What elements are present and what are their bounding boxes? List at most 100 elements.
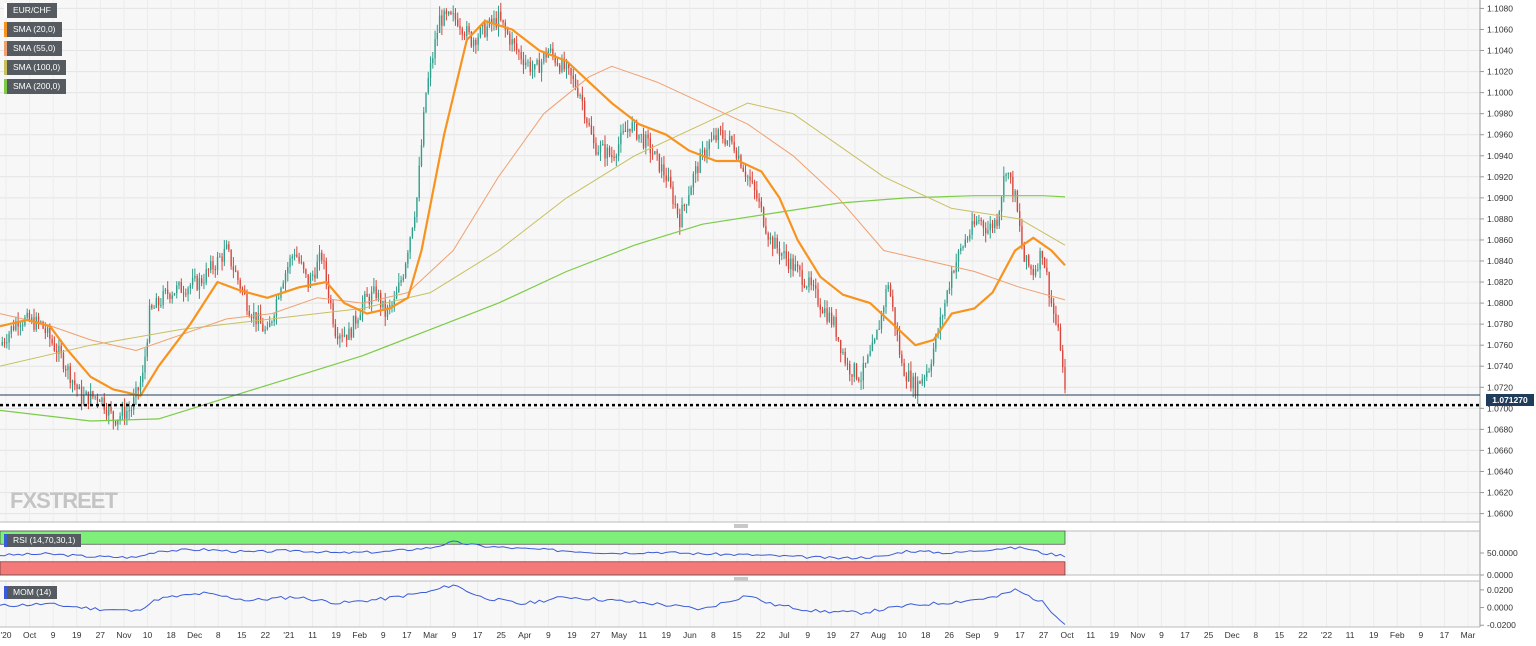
y-tick-label: 1.0860 bbox=[1487, 235, 1513, 245]
candle-body bbox=[60, 345, 62, 354]
y-tick-label: 1.0600 bbox=[1487, 509, 1513, 519]
candle-body bbox=[862, 363, 865, 381]
candle-body bbox=[398, 282, 400, 293]
y-tick-label: 1.0900 bbox=[1487, 193, 1513, 203]
x-tick-label: 15 bbox=[1275, 630, 1285, 640]
x-tick-label: Feb bbox=[1390, 630, 1405, 640]
candle-body bbox=[255, 312, 257, 324]
legend-sma100[interactable]: SMA (100,0) bbox=[4, 60, 67, 75]
candle-body bbox=[568, 63, 570, 69]
candle-body bbox=[200, 278, 203, 284]
candle-body bbox=[10, 326, 13, 334]
candle-body bbox=[980, 219, 982, 222]
candle-body bbox=[182, 292, 185, 294]
candle-body bbox=[1, 342, 3, 346]
rsi-label[interactable]: RSI (14,70,30,1) bbox=[4, 534, 82, 547]
legend-sma200[interactable]: SMA (200,0) bbox=[4, 79, 67, 94]
candle-body bbox=[89, 391, 92, 405]
candle-body bbox=[411, 227, 414, 238]
candle-body bbox=[583, 101, 586, 119]
candle-body bbox=[987, 230, 989, 234]
x-tick-label: 22 bbox=[261, 630, 271, 640]
x-tick-label: 9 bbox=[994, 630, 999, 640]
candle-body bbox=[3, 342, 6, 344]
candle-body bbox=[1028, 255, 1030, 266]
x-tick-label: Dec bbox=[1225, 630, 1241, 640]
candle-body bbox=[540, 61, 543, 73]
candle-body bbox=[366, 293, 368, 297]
x-tick-label: 8 bbox=[216, 630, 221, 640]
x-tick-label: 19 bbox=[567, 630, 577, 640]
candle-body bbox=[810, 277, 812, 285]
candle-body bbox=[173, 293, 176, 296]
y-tick-label: 1.0680 bbox=[1487, 424, 1513, 434]
mom-y-tick-label: -0.0200 bbox=[1487, 620, 1516, 630]
candle-body bbox=[1032, 269, 1034, 276]
candle-body bbox=[527, 61, 529, 63]
candle-body bbox=[812, 284, 815, 286]
candle-body bbox=[928, 370, 930, 372]
candle-body bbox=[187, 288, 189, 295]
candle-body bbox=[767, 233, 769, 240]
candle-body bbox=[282, 283, 284, 289]
x-tick-label: 19 bbox=[1110, 630, 1120, 640]
candle-body bbox=[148, 305, 151, 343]
candle-body bbox=[239, 280, 241, 289]
candle-body bbox=[407, 252, 409, 264]
candle-body bbox=[219, 256, 221, 258]
candle-body bbox=[545, 53, 547, 58]
candle-body bbox=[112, 411, 114, 422]
candle-body bbox=[919, 381, 921, 384]
candle-body bbox=[298, 256, 300, 262]
candle-body bbox=[985, 227, 987, 234]
x-tick-label: 11 bbox=[1086, 630, 1095, 640]
candle-body bbox=[305, 269, 307, 275]
candle-body bbox=[613, 157, 615, 159]
x-tick-label: Oct bbox=[23, 630, 37, 640]
candle-body bbox=[46, 327, 49, 333]
candle-body bbox=[1046, 267, 1048, 273]
candle-body bbox=[495, 18, 497, 28]
candle-body bbox=[962, 246, 964, 249]
candle-body bbox=[477, 37, 479, 45]
candle-body bbox=[824, 308, 826, 314]
x-tick-label: Nov bbox=[116, 630, 132, 640]
candle-body bbox=[944, 303, 946, 316]
candle-body bbox=[142, 372, 144, 383]
candle-body bbox=[525, 62, 527, 66]
y-tick-label: 1.0760 bbox=[1487, 340, 1513, 350]
candle-body bbox=[756, 190, 758, 199]
candle-body bbox=[717, 129, 719, 141]
candle-body bbox=[833, 317, 835, 325]
candle-body bbox=[880, 312, 883, 329]
candle-body bbox=[302, 262, 305, 270]
candle-body bbox=[1003, 175, 1005, 198]
candle-body bbox=[268, 322, 271, 328]
x-tick-label: 11 bbox=[1346, 630, 1355, 640]
sma100-line bbox=[0, 102, 1066, 367]
x-tick-label: 9 bbox=[805, 630, 810, 640]
candle-body bbox=[742, 167, 744, 172]
candle-body bbox=[1034, 269, 1037, 276]
candle-body bbox=[300, 261, 303, 263]
mom-label[interactable]: MOM (14) bbox=[4, 586, 58, 599]
candle-body bbox=[864, 362, 867, 364]
y-tick-label: 1.1060 bbox=[1487, 24, 1513, 34]
candle-body bbox=[423, 112, 425, 146]
candle-body bbox=[849, 363, 851, 375]
candle-body bbox=[432, 58, 434, 64]
legend-sma55[interactable]: SMA (55,0) bbox=[4, 41, 62, 56]
candle-body bbox=[964, 239, 966, 247]
candle-body bbox=[738, 155, 740, 159]
candle-body bbox=[425, 92, 427, 113]
rsi-oversold-zone bbox=[0, 561, 1066, 576]
legend-sma20[interactable]: SMA (20,0) bbox=[4, 22, 62, 37]
candle-body bbox=[672, 186, 674, 204]
mom-panel-bg bbox=[0, 581, 1480, 627]
legend-symbol[interactable]: EUR/CHF bbox=[4, 3, 57, 18]
candle-body bbox=[65, 368, 67, 371]
candle-body bbox=[470, 32, 472, 47]
candle-body bbox=[450, 11, 452, 14]
x-tick-label: 27 bbox=[96, 630, 106, 640]
